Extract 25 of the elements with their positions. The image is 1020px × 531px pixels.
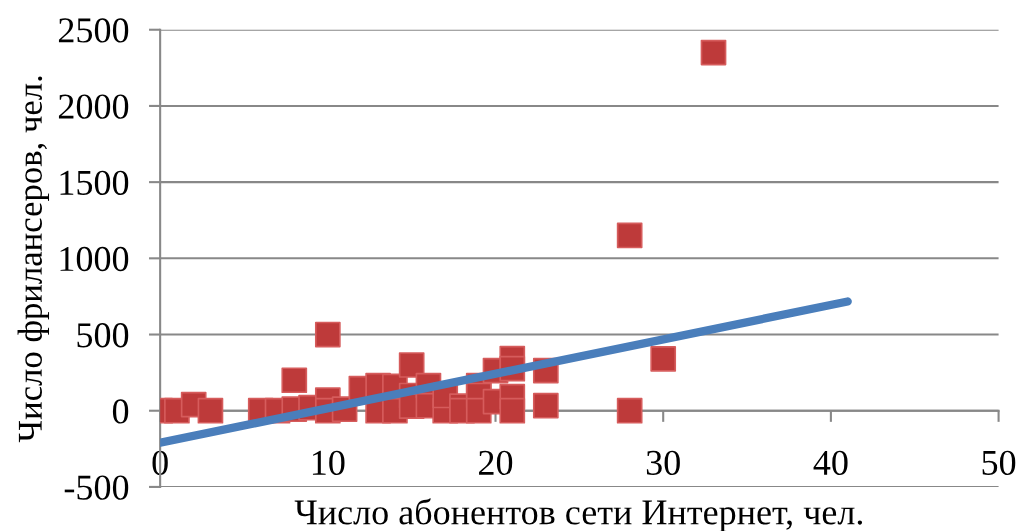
x-tick-label: 20 [479,450,513,476]
x-tick-label: 50 [982,450,1016,476]
point [532,392,559,419]
point [616,397,643,424]
point [499,397,526,424]
point [616,222,643,249]
x-tick-label: 30 [646,450,680,476]
point [650,346,677,372]
x-tick-label: 10 [312,450,345,476]
point [700,39,727,66]
y-tick-label: -500 [64,475,129,500]
point [398,352,425,378]
y-axis-title: Число фрилансеров, чел. [17,76,50,443]
y-tick-label: 2000 [58,94,129,119]
y-tick-label: 1500 [60,170,129,196]
point [197,397,224,424]
y-tick-label: 500 [77,323,129,348]
x-axis-title: Число абонентов сети Интернет, чел. [294,498,863,531]
point [314,321,341,348]
y-tick-label: 2500 [58,18,129,43]
y-tick-label: 1000 [60,246,129,272]
y-tick-label: 0 [112,399,129,424]
x-tick-label: 40 [813,450,848,476]
x-tick-label: 0 [152,450,168,476]
point [281,367,308,394]
